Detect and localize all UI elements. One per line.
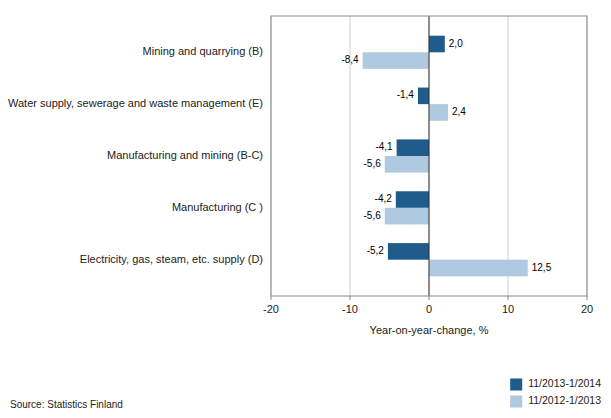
zero-line bbox=[429, 16, 430, 296]
data-label: -4,2 bbox=[375, 193, 393, 204]
data-label: 2,0 bbox=[449, 38, 463, 49]
legend: 11/2013-1/2014 11/2012-1/2013 bbox=[510, 377, 601, 407]
bar bbox=[385, 156, 429, 173]
data-label: -5,6 bbox=[364, 158, 382, 169]
legend-label: 11/2012-1/2013 bbox=[528, 394, 601, 406]
category-labels: Electricity, gas, steam, etc. supply (D)… bbox=[8, 45, 263, 264]
legend-item: 11/2013-1/2014 bbox=[510, 377, 601, 390]
legend-swatch bbox=[510, 379, 522, 391]
tick-mark bbox=[429, 296, 430, 300]
category-label: Electricity, gas, steam, etc. supply (D) bbox=[80, 253, 263, 265]
data-label: -1,4 bbox=[397, 89, 415, 100]
tick-mark bbox=[350, 296, 351, 300]
bar bbox=[429, 36, 445, 53]
bar bbox=[385, 208, 429, 225]
tick-mark bbox=[508, 296, 509, 300]
bar bbox=[363, 52, 429, 69]
tick-label: 10 bbox=[502, 303, 514, 315]
tick-label: 20 bbox=[581, 303, 593, 315]
tick-mark bbox=[271, 296, 272, 300]
bar bbox=[429, 104, 448, 121]
tick-label: -20 bbox=[263, 303, 279, 315]
grid-line bbox=[429, 16, 430, 296]
bar bbox=[397, 139, 429, 156]
bar bbox=[429, 260, 528, 277]
data-label: 12,5 bbox=[532, 262, 552, 273]
tick-label: -10 bbox=[342, 303, 358, 315]
bar bbox=[388, 243, 429, 260]
category-label: Mining and quarrying (B) bbox=[143, 45, 263, 57]
x-axis-label: Year-on-year-change, % bbox=[370, 324, 489, 336]
plot-frame bbox=[271, 16, 587, 296]
data-label: -5,2 bbox=[367, 245, 385, 256]
bar bbox=[396, 191, 429, 208]
data-labels: -5,2 -4,2 -4,1 -1,4 2,0 12,5 -5,6 -5,6 2,4 -8,4 bbox=[341, 38, 551, 273]
legend-label: 11/2013-1/2014 bbox=[528, 377, 601, 389]
chart: Electricity, gas, steam, etc. supply (D)… bbox=[0, 0, 611, 418]
data-label: -8,4 bbox=[341, 54, 359, 65]
grid bbox=[271, 16, 587, 296]
data-label: 2,4 bbox=[452, 106, 466, 117]
data-label: -5,6 bbox=[364, 210, 382, 221]
source-note: Source: Statistics Finland bbox=[10, 399, 123, 410]
grid-line bbox=[508, 16, 509, 296]
bars bbox=[363, 36, 528, 277]
axes: -20 -10 0 10 20 bbox=[263, 16, 593, 315]
category-label: Manufacturing and mining (B-C) bbox=[107, 149, 263, 161]
legend-item: 11/2012-1/2013 bbox=[510, 394, 601, 407]
tick-mark bbox=[587, 296, 588, 300]
tick-label: 0 bbox=[426, 303, 432, 315]
category-label: Water supply, sewerage and waste managem… bbox=[8, 97, 263, 109]
category-label: Manufacturing (C ) bbox=[172, 201, 263, 213]
data-label: -4,1 bbox=[375, 141, 393, 152]
legend-swatch bbox=[510, 396, 522, 408]
bar bbox=[418, 88, 429, 105]
